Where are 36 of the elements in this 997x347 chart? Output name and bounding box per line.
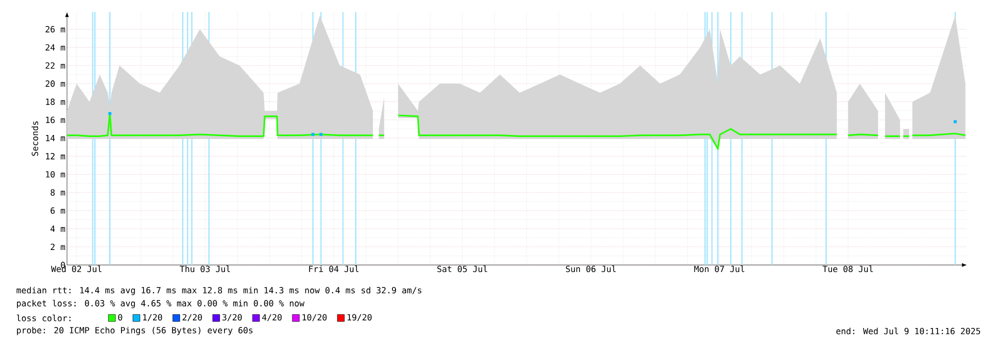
y-tick-label: 18 m bbox=[46, 98, 66, 105]
x-tick-label: Tue 08 Jul bbox=[822, 266, 873, 272]
y-tick-label: 4 m bbox=[50, 226, 66, 232]
text: end: Wed Jul 9 10:11:16 2025 bbox=[836, 328, 980, 334]
legend-label: 1/20 bbox=[143, 314, 162, 322]
y-tick-label: 10 m bbox=[46, 171, 66, 178]
y-tick-label: 12 m bbox=[46, 153, 66, 160]
legend-label: 4/20 bbox=[262, 314, 282, 322]
y-axis-title: Seconds bbox=[32, 121, 38, 156]
text: median rtt: 14.4 ms avg 16.7 ms max 12.8 ms min 14.3 ms now 0.4 ms sd 32.9 am/s bbox=[16, 286, 422, 296]
y-tick-label: 22 m bbox=[46, 62, 66, 69]
point bbox=[954, 120, 957, 124]
x-tick-label: Sat 05 Jul bbox=[437, 266, 488, 272]
y-tick-label: 20 m bbox=[46, 80, 66, 87]
text: packet loss: 0.03 % avg 4.65 % max 0.00 % min 0.00 % now bbox=[17, 300, 304, 308]
y-tick-label: 14 m bbox=[46, 134, 66, 142]
y-tick-label: 2 m bbox=[50, 244, 66, 250]
point bbox=[319, 132, 322, 136]
y-tick-label: 16 m bbox=[46, 116, 66, 124]
x-tick-label: Thu 03 Jul bbox=[180, 266, 230, 272]
y-tick-label: 24 m bbox=[46, 44, 66, 51]
point bbox=[108, 112, 112, 116]
point bbox=[311, 132, 314, 136]
legend-label: 0 bbox=[118, 314, 122, 321]
x-tick-label: Sun 06 Jul bbox=[566, 266, 616, 272]
legend-label: 19/20 bbox=[348, 314, 372, 322]
legend-title: loss color: bbox=[16, 314, 70, 322]
legend-label: 10/20 bbox=[302, 314, 327, 322]
x-tick-label: Fri 04 Jul bbox=[309, 266, 359, 272]
y-tick-label: 26 m bbox=[46, 26, 66, 32]
y-tick-label: 8 m bbox=[50, 189, 66, 196]
y-tick-label: 6 m bbox=[50, 207, 66, 214]
legend-label: 2/20 bbox=[182, 314, 202, 322]
text: probe: 20 ICMP Echo Pings (56 Bytes) every 60s bbox=[17, 326, 252, 336]
legend-label: 3/20 bbox=[222, 314, 242, 322]
x-tick-label: Mon 07 Jul bbox=[694, 266, 744, 272]
